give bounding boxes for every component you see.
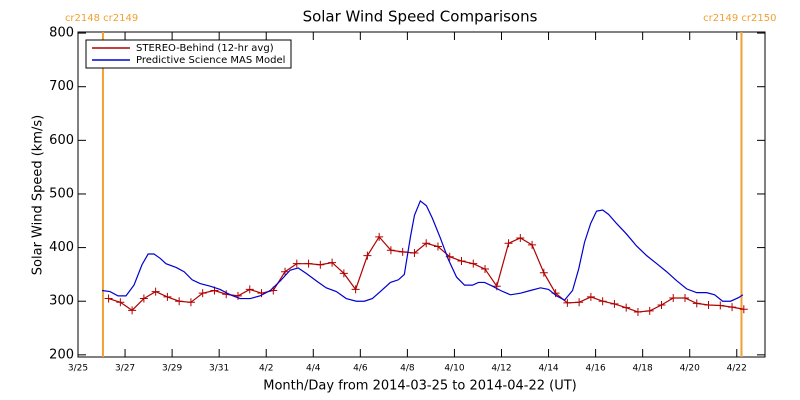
- plot-frame: [77, 31, 766, 358]
- x-tick-label: 4/14: [538, 364, 558, 374]
- point-marker: [186, 298, 195, 307]
- x-tick-label: 3/31: [209, 364, 229, 374]
- x-axis-label: Month/Day from 2014-03-25 to 2014-04-22 …: [263, 379, 576, 394]
- point-marker: [528, 240, 537, 249]
- x-tick-label: 4/6: [353, 364, 368, 374]
- point-marker: [728, 303, 737, 312]
- point-marker: [410, 248, 419, 257]
- point-marker: [481, 265, 490, 274]
- legend-label: Predictive Science MAS Model: [136, 55, 285, 66]
- point-marker: [375, 232, 384, 241]
- point-marker: [504, 239, 513, 248]
- x-tick-label: 4/8: [400, 364, 415, 374]
- point-marker: [351, 285, 360, 294]
- x-tick-label: 3/27: [115, 364, 135, 374]
- y-tick-label: 400: [49, 240, 74, 255]
- point-marker: [198, 289, 207, 298]
- x-tick-label: 4/4: [306, 364, 321, 374]
- point-marker: [622, 303, 631, 312]
- point-marker: [575, 298, 584, 307]
- point-marker: [163, 292, 172, 301]
- point-marker: [633, 307, 642, 316]
- series-line: [108, 235, 744, 313]
- point-marker: [645, 306, 654, 315]
- point-marker: [363, 251, 372, 260]
- point-marker: [739, 305, 748, 314]
- point-marker: [586, 292, 595, 301]
- x-tick-label: 4/10: [444, 364, 464, 374]
- x-tick-label: 4/12: [491, 364, 511, 374]
- x-tick-label: 4/2: [259, 364, 273, 374]
- x-tick-label: 3/25: [68, 364, 88, 374]
- point-marker: [398, 247, 407, 256]
- y-tick-label: 600: [49, 133, 74, 148]
- point-marker: [598, 297, 607, 306]
- point-marker: [516, 233, 525, 242]
- point-marker: [681, 294, 690, 303]
- point-marker: [339, 269, 348, 278]
- chart-title: Solar Wind Speed Comparisons: [303, 8, 538, 26]
- x-tick-label: 4/18: [633, 364, 653, 374]
- x-tick-label: 3/29: [162, 364, 182, 374]
- boundary-label: cr2149 cr2150: [703, 13, 776, 24]
- point-marker: [316, 260, 325, 269]
- legend-box: [85, 39, 292, 69]
- x-tick-label: 4/16: [585, 364, 605, 374]
- x-tick-label: 4/22: [727, 364, 747, 374]
- point-marker: [128, 306, 137, 315]
- point-marker: [139, 294, 148, 303]
- y-tick-label: 800: [49, 26, 74, 41]
- point-marker: [433, 242, 442, 251]
- point-marker: [233, 291, 242, 300]
- point-marker: [151, 287, 160, 296]
- y-tick-label: 700: [49, 79, 74, 94]
- point-marker: [422, 239, 431, 248]
- y-tick-label: 200: [49, 347, 74, 362]
- point-marker: [657, 300, 666, 309]
- point-marker: [716, 301, 725, 310]
- boundary-label: cr2148 cr2149: [65, 13, 138, 24]
- legend-label: STEREO-Behind (12-hr avg): [136, 43, 274, 54]
- point-marker: [469, 259, 478, 268]
- point-marker: [175, 297, 184, 306]
- point-marker: [457, 257, 466, 266]
- point-marker: [704, 300, 713, 309]
- point-marker: [292, 259, 301, 268]
- y-tick-label: 500: [49, 186, 74, 201]
- point-marker: [328, 258, 337, 267]
- y-axis-label: Solar Wind Speed (km/s): [31, 115, 46, 275]
- point-marker: [386, 246, 395, 255]
- point-marker: [104, 294, 113, 303]
- point-marker: [563, 298, 572, 307]
- series-line: [101, 199, 744, 302]
- point-marker: [610, 299, 619, 308]
- point-marker: [692, 299, 701, 308]
- x-tick-label: 4/20: [680, 364, 700, 374]
- point-marker: [539, 268, 548, 277]
- point-marker: [281, 267, 290, 276]
- point-marker: [245, 285, 254, 294]
- point-marker: [669, 294, 678, 303]
- point-marker: [116, 298, 125, 307]
- point-marker: [304, 259, 313, 268]
- y-tick-label: 300: [49, 294, 74, 309]
